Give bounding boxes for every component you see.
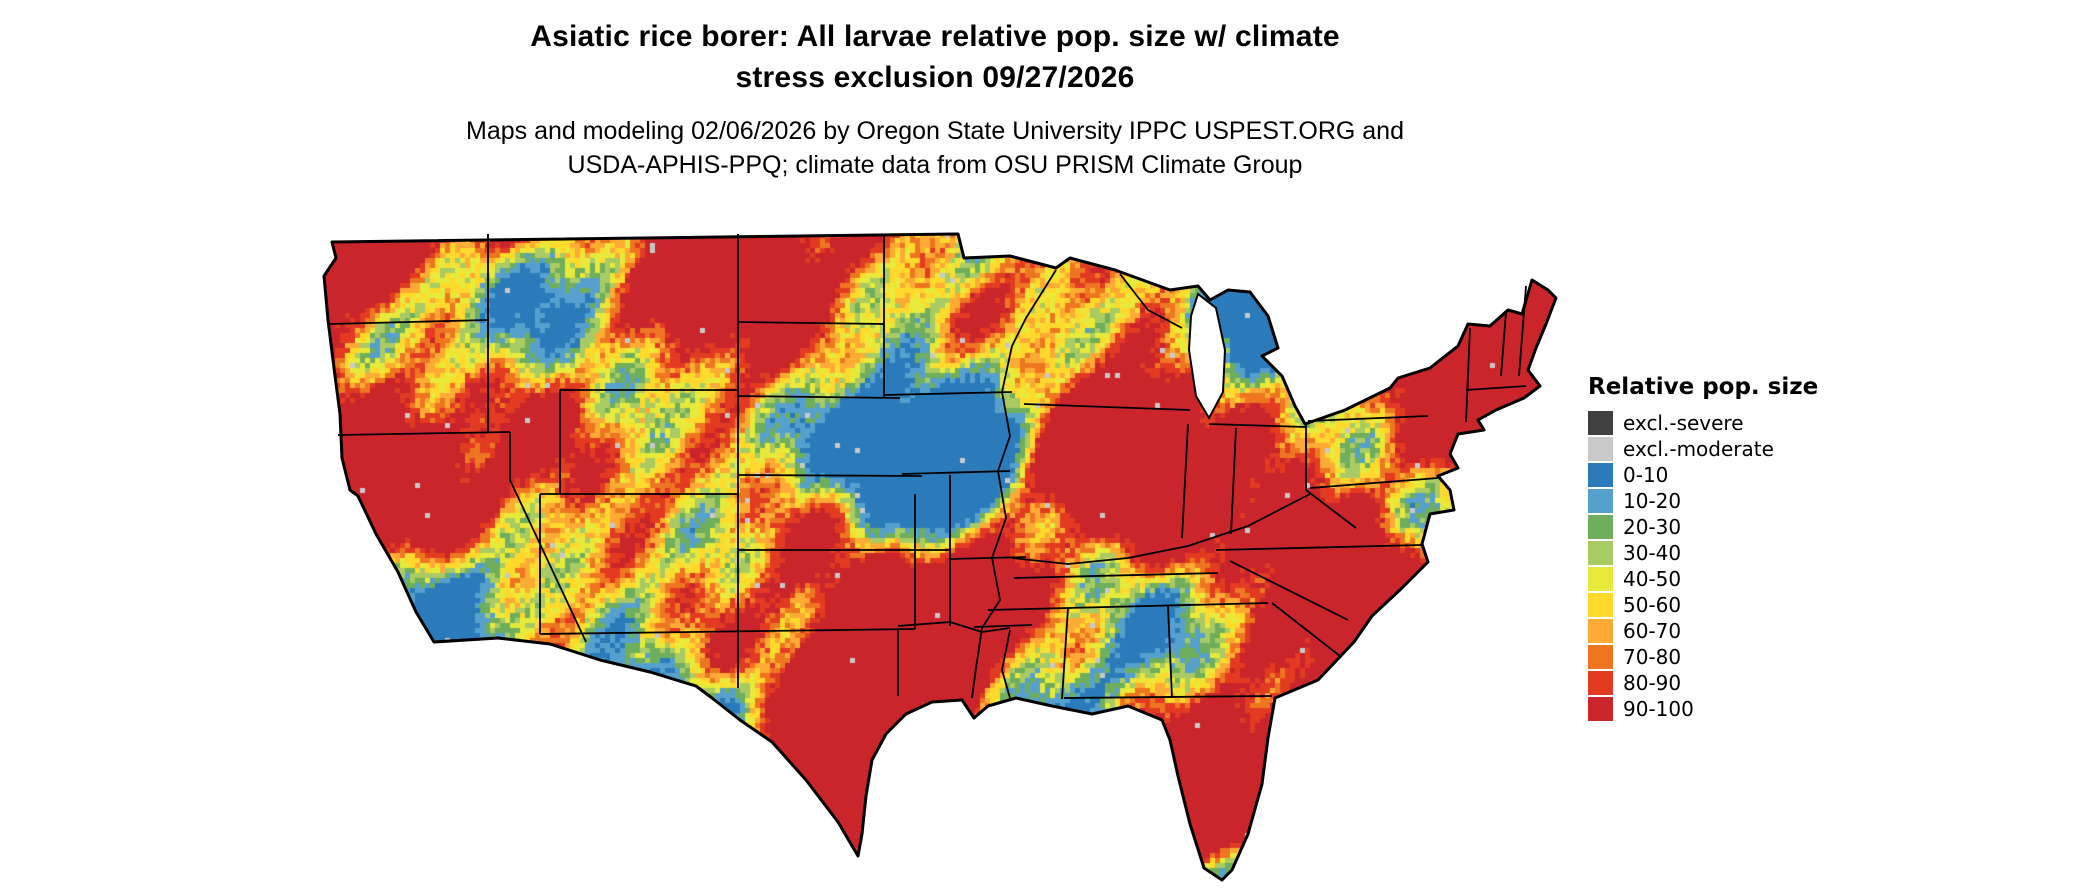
map-attribution-line2: USDA-APHIS-PPQ; climate data from OSU PR… <box>567 151 1303 179</box>
legend-row: 10-20 <box>1588 488 1818 514</box>
legend-label: 90-100 <box>1623 697 1694 721</box>
state-boundary-line <box>329 319 489 325</box>
legend-label: 30-40 <box>1623 541 1682 565</box>
map-attribution-line1: Maps and modeling 02/06/2026 by Oregon S… <box>466 117 1404 145</box>
legend-label: 0-10 <box>1623 463 1669 487</box>
legend-row: 20-30 <box>1588 514 1818 540</box>
legend-label: 70-80 <box>1623 645 1682 669</box>
state-boundaries <box>329 234 1527 700</box>
map-overlay <box>322 232 1558 882</box>
legend-label: excl.-severe <box>1623 411 1744 435</box>
legend-swatch <box>1588 437 1613 461</box>
legend-swatch <box>1588 515 1613 539</box>
state-boundary-line <box>1119 273 1183 329</box>
page-title-line2: stress exclusion 09/27/2026 <box>735 61 1135 94</box>
state-boundary-line <box>883 391 1013 396</box>
state-boundary-line <box>1011 493 1311 565</box>
state-boundary-line <box>897 621 1011 633</box>
state-boundary-line <box>971 345 1013 699</box>
legend-row: 30-40 <box>1588 540 1818 566</box>
legend-swatch <box>1588 645 1613 669</box>
legend-swatch <box>1588 463 1613 487</box>
legend-row: 80-90 <box>1588 670 1818 696</box>
legend-label: excl.-moderate <box>1623 437 1774 461</box>
lake-michigan <box>1187 292 1227 421</box>
legend-row: 40-50 <box>1588 566 1818 592</box>
state-boundary-line <box>1229 560 1349 621</box>
legend-label: 50-60 <box>1623 593 1682 617</box>
legend-row: 90-100 <box>1588 696 1818 722</box>
state-boundary-line <box>987 602 1269 611</box>
state-boundary-line <box>1309 477 1439 489</box>
map-attribution: Maps and modeling 02/06/2026 by Oregon S… <box>0 114 1870 182</box>
state-boundary-line <box>901 470 1011 475</box>
legend-swatch <box>1588 593 1613 617</box>
state-boundary-line <box>1061 607 1069 700</box>
legend-label: 60-70 <box>1623 619 1682 643</box>
state-boundary-line <box>1011 269 1057 347</box>
state-boundary-line <box>1500 311 1507 377</box>
legend-swatch <box>1588 671 1613 695</box>
us-risk-map <box>310 228 1560 888</box>
legend-swatch <box>1588 697 1613 721</box>
legend-swatch <box>1588 489 1613 513</box>
state-boundary-line <box>1013 572 1219 579</box>
state-boundary-line <box>973 624 1033 628</box>
state-boundary-line <box>1167 605 1173 699</box>
state-boundary-line <box>337 431 511 436</box>
state-boundary-line <box>1215 544 1423 551</box>
legend: Relative pop. size excl.-severe excl.-mod… <box>1588 374 1818 722</box>
legend-row: excl.-moderate <box>1588 436 1818 462</box>
state-boundary-line <box>1307 415 1429 422</box>
state-boundary-line <box>1181 423 1189 539</box>
legend-row: 70-80 <box>1588 644 1818 670</box>
state-boundary-line <box>1465 385 1527 391</box>
state-boundary-line <box>1518 285 1527 377</box>
legend-row: 50-60 <box>1588 592 1818 618</box>
legend-label: 20-30 <box>1623 515 1682 539</box>
page-title: Asiatic rice borer: All larvae relative … <box>0 16 1870 98</box>
legend-label: 40-50 <box>1623 567 1682 591</box>
title-block: Asiatic rice borer: All larvae relative … <box>0 16 1870 182</box>
legend-row: excl.-severe <box>1588 410 1818 436</box>
state-boundary-line <box>1001 629 1011 699</box>
state-boundary-line <box>509 432 587 643</box>
state-boundary-line <box>1305 489 1357 529</box>
state-boundary-line <box>1230 427 1237 535</box>
state-boundary-line <box>737 474 923 477</box>
legend-label: 10-20 <box>1623 489 1682 513</box>
state-boundary-line <box>1023 403 1191 411</box>
page-title-line1: Asiatic rice borer: All larvae relative … <box>530 20 1340 53</box>
state-boundary-line <box>1208 423 1307 428</box>
legend-rows: excl.-severe excl.-moderate 0-10 10-20 20-30… <box>1588 410 1818 722</box>
state-boundary-line <box>1465 327 1471 423</box>
state-boundary-line <box>737 395 901 399</box>
state-boundary-line <box>1063 695 1273 699</box>
state-boundary-line <box>1271 602 1341 657</box>
us-outline <box>322 232 1558 882</box>
population-raster-canvas <box>310 228 1560 888</box>
legend-label: 80-90 <box>1623 671 1682 695</box>
state-boundary-line <box>737 321 885 325</box>
legend-row: 0-10 <box>1588 462 1818 488</box>
legend-swatch <box>1588 541 1613 565</box>
state-boundary-line <box>539 628 916 635</box>
legend-swatch <box>1588 619 1613 643</box>
legend-swatch <box>1588 567 1613 591</box>
legend-title: Relative pop. size <box>1588 374 1819 400</box>
legend-swatch <box>1588 411 1613 435</box>
legend-row: 60-70 <box>1588 618 1818 644</box>
